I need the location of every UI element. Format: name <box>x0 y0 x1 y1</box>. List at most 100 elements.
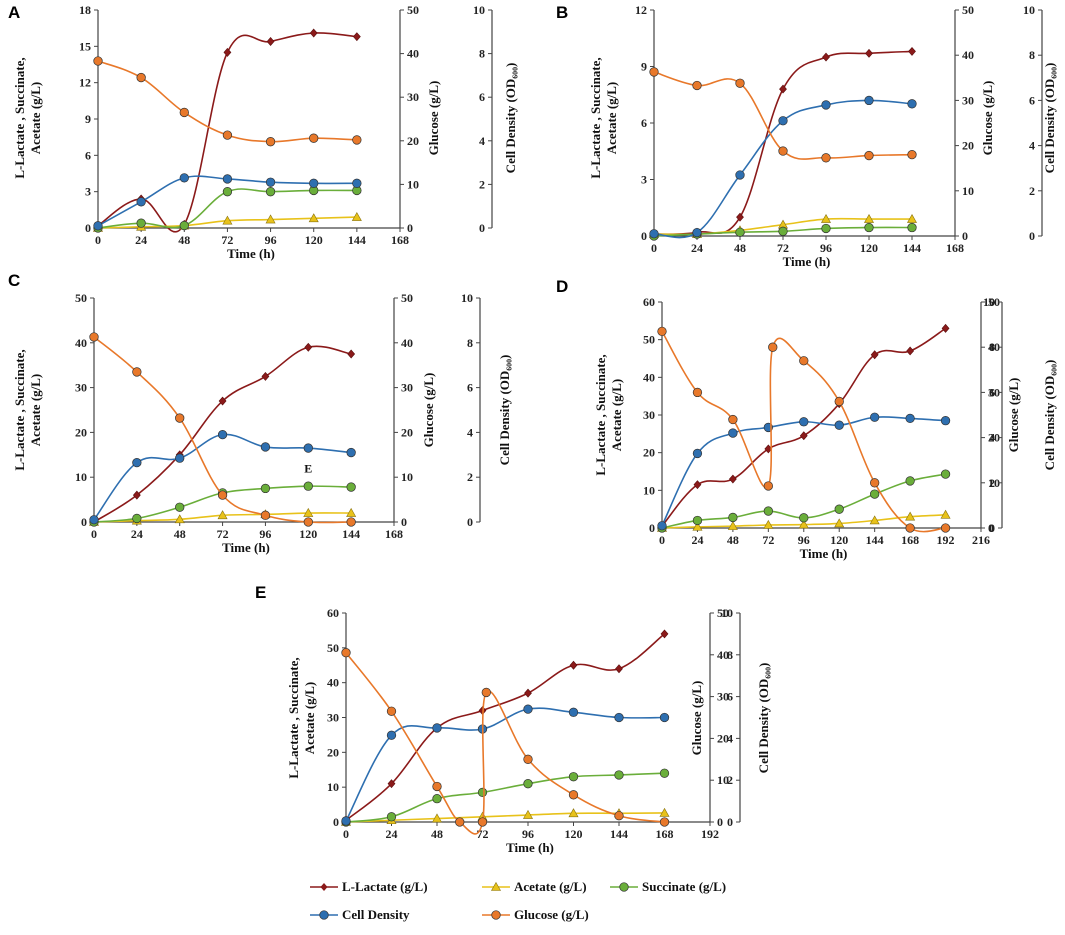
chart-annotation: E <box>304 462 312 476</box>
left-axis-title-line-1: L-Lactate , Succinate, <box>593 354 608 475</box>
od-tick-label: 4 <box>989 431 995 445</box>
left-tick-label: 9 <box>85 112 91 126</box>
od-tick-label: 0 <box>1029 229 1035 243</box>
panel-letter: C <box>8 271 20 290</box>
data-point-acetate <box>308 213 319 223</box>
x-tick-label: 24 <box>386 827 398 841</box>
data-point-cell-density <box>432 723 442 733</box>
data-point-acetate <box>798 519 809 529</box>
x-tick-label: 144 <box>348 233 366 247</box>
od-tick-label: 2 <box>1029 184 1035 198</box>
data-point-succinate <box>799 513 809 523</box>
data-point-acetate <box>834 518 845 528</box>
x-tick-label: 0 <box>91 527 97 541</box>
left-tick-label: 15 <box>79 39 91 53</box>
data-point-acetate <box>174 514 185 524</box>
data-point-l-lactate <box>799 431 808 441</box>
data-point-cell-density <box>821 100 831 110</box>
data-point-cell-density <box>265 177 276 187</box>
data-point-cell-density <box>303 443 313 453</box>
x-tick-label: 168 <box>656 827 674 841</box>
data-point-l-lactate <box>387 779 396 789</box>
od-tick-label: 6 <box>1029 93 1035 107</box>
glucose-tick-label: 30 <box>988 385 1000 399</box>
left-axis-title-line-1: L-Lactate , Succinate, <box>286 657 301 778</box>
data-point-acetate <box>222 215 233 225</box>
data-point-glucose <box>432 781 442 792</box>
left-tick-label: 50 <box>327 641 339 655</box>
glucose-tick-label: 50 <box>988 295 1000 309</box>
data-point-glucose <box>735 78 745 88</box>
data-point-cell-density <box>799 417 809 427</box>
glucose-tick-label: 50 <box>717 606 729 620</box>
data-point-cell-density <box>834 420 844 430</box>
glucose-axis-title: Glucose (g/L) <box>426 81 441 156</box>
glucose-tick-label: 10 <box>988 476 1000 490</box>
x-tick-label: 144 <box>342 527 360 541</box>
chart-panel-d: D0 24 48 72 96 120 144 168 192 216010203040506001… <box>556 277 1057 561</box>
data-point-succinate <box>834 504 844 514</box>
data-point-l-lactate <box>870 350 879 360</box>
x-tick-label: 192 <box>701 827 719 841</box>
series-line-glucose <box>97 60 357 143</box>
chart-panel-c: C0 24 48 72 96 120 144 168010203040500102030405… <box>8 271 512 555</box>
data-point-glucose <box>352 135 362 145</box>
data-point-cell-density <box>346 447 356 458</box>
data-point-acetate <box>431 813 443 823</box>
left-tick-label: 50 <box>643 333 655 347</box>
data-point-l-lactate <box>569 660 578 670</box>
left-tick-label: 60 <box>643 295 655 309</box>
data-point-cell-density <box>260 442 271 452</box>
x-tick-label: 48 <box>734 241 746 255</box>
x-tick-label: 72 <box>777 241 789 255</box>
data-point-glucose <box>657 326 667 337</box>
glucose-tick-label: 0 <box>407 221 413 235</box>
left-tick-label: 0 <box>85 221 91 235</box>
series-line-cell-density <box>345 707 665 822</box>
od-tick-label: 0 <box>467 515 473 529</box>
data-point-glucose <box>89 332 99 342</box>
glucose-tick-label: 0 <box>717 815 723 829</box>
x-tick-label: 72 <box>762 533 774 547</box>
x-tick-label: 48 <box>178 233 190 247</box>
data-point-l-lactate <box>223 47 232 57</box>
data-point-succinate <box>175 502 185 512</box>
data-point-l-lactate <box>615 664 623 674</box>
data-point-succinate <box>907 222 917 233</box>
data-point-cell-density <box>940 416 951 426</box>
od-tick-label: 10 <box>983 295 995 309</box>
data-point-acetate <box>659 807 670 817</box>
od-tick-label: 6 <box>727 690 733 704</box>
data-point-l-lactate <box>728 474 737 484</box>
x-tick-label: 0 <box>343 827 349 841</box>
x-tick-label: 24 <box>131 527 143 541</box>
left-axis-title: L-Lactate , Succinate,Acetate (g/L) <box>593 354 624 475</box>
glucose-tick-label: 40 <box>401 336 413 350</box>
data-point-cell-density <box>692 448 703 459</box>
x-tick-label: 144 <box>903 241 921 255</box>
data-point-glucose <box>768 342 778 352</box>
data-point-l-lactate <box>941 323 950 333</box>
data-point-cell-density <box>907 99 917 109</box>
left-tick-label: 0 <box>641 229 647 243</box>
data-point-glucose <box>778 146 788 156</box>
left-tick-label: 10 <box>75 470 87 484</box>
data-point-cell-density <box>728 428 738 438</box>
data-point-l-lactate <box>347 349 356 359</box>
od-axis-title: Cell Density (OD₆₀₀) <box>497 355 512 466</box>
x-tick-label: 24 <box>135 233 147 247</box>
data-point-succinate <box>728 512 738 523</box>
data-point-cell-density <box>352 178 362 188</box>
od-tick-label: 0 <box>727 815 733 829</box>
data-point-cell-density <box>735 170 745 180</box>
left-tick-label: 20 <box>75 425 87 439</box>
x-tick-label: 96 <box>259 527 271 541</box>
data-point-cell-density <box>659 712 670 723</box>
data-point-glucose <box>222 130 233 140</box>
data-point-l-lactate <box>779 84 787 94</box>
data-point-glucose <box>870 478 880 488</box>
glucose-tick-label: 0 <box>988 521 994 535</box>
od-axis-title: Cell Density (OD₆₀₀) <box>756 663 771 774</box>
data-point-acetate <box>906 213 918 223</box>
